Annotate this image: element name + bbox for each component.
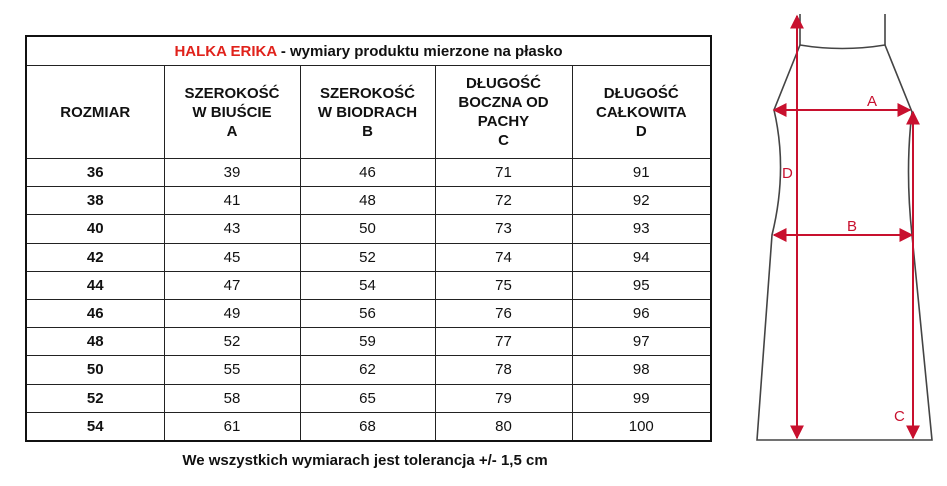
value-cell: 95 bbox=[571, 270, 712, 300]
header-line: ROZMIAR bbox=[60, 103, 131, 121]
value-cell: 72 bbox=[434, 186, 573, 216]
header-line: W BIODRACH bbox=[317, 103, 418, 121]
size-cell: 46 bbox=[25, 298, 165, 329]
value-cell: 46 bbox=[299, 157, 436, 188]
table-title: HALKA ERIKA - wymiary produktu mierzone … bbox=[25, 35, 712, 66]
table-row: 48 52 59 77 97 bbox=[25, 327, 712, 357]
label-a: A bbox=[867, 93, 877, 110]
table-row: 42 45 52 74 94 bbox=[25, 242, 712, 272]
value-cell: 65 bbox=[299, 383, 436, 413]
value-cell: 68 bbox=[299, 411, 436, 442]
value-cell: 92 bbox=[571, 186, 712, 216]
size-cell: 54 bbox=[25, 411, 165, 442]
table-row: 46 49 56 76 96 bbox=[25, 298, 712, 329]
header-cell: ROZMIAR bbox=[25, 65, 165, 159]
table-row: 52 58 65 79 99 bbox=[25, 383, 712, 413]
value-cell: 73 bbox=[434, 214, 573, 244]
dress-diagram: A B C D bbox=[756, 14, 933, 441]
header-line: DŁUGOŚĆ bbox=[603, 84, 679, 102]
header-cell: DŁUGOŚĆ BOCZNA OD PACHY C bbox=[434, 65, 573, 159]
header-cell: DŁUGOŚĆ CAŁKOWITA D bbox=[571, 65, 712, 159]
value-cell: 47 bbox=[163, 270, 301, 300]
value-cell: 80 bbox=[434, 411, 573, 442]
value-cell: 94 bbox=[571, 242, 712, 272]
header-line: B bbox=[362, 122, 373, 140]
header-line: CAŁKOWITA bbox=[596, 103, 687, 121]
header-row: ROZMIAR SZEROKOŚĆ W BIUŚCIE A SZEROKOŚĆ W BIO… bbox=[25, 65, 712, 159]
header-line: C bbox=[498, 132, 509, 149]
value-cell: 61 bbox=[163, 411, 301, 442]
value-cell: 52 bbox=[299, 242, 436, 272]
value-cell: 79 bbox=[434, 383, 573, 413]
table-row: 40 43 50 73 93 bbox=[25, 214, 712, 244]
table-row: 38 41 48 72 92 bbox=[25, 186, 712, 216]
value-cell: 78 bbox=[434, 355, 573, 385]
header-line: SZEROKOŚĆ bbox=[319, 84, 415, 102]
header-cell: SZEROKOŚĆ W BIODRACH B bbox=[299, 65, 436, 159]
value-cell: 50 bbox=[299, 214, 436, 244]
value-cell: 93 bbox=[571, 214, 712, 244]
size-cell: 38 bbox=[25, 186, 165, 216]
label-c: C bbox=[894, 408, 905, 425]
value-cell: 59 bbox=[299, 327, 436, 357]
value-cell: 77 bbox=[434, 327, 573, 357]
table-row: 36 39 46 71 91 bbox=[25, 157, 712, 188]
size-cell: 36 bbox=[25, 157, 165, 188]
value-cell: 76 bbox=[434, 298, 573, 329]
value-cell: 39 bbox=[163, 157, 301, 188]
value-cell: 96 bbox=[571, 298, 712, 329]
value-cell: 55 bbox=[163, 355, 301, 385]
size-cell: 52 bbox=[25, 383, 165, 413]
label-d: D bbox=[782, 165, 793, 182]
value-cell: 97 bbox=[571, 327, 712, 357]
header-cell: SZEROKOŚĆ W BIUŚCIE A bbox=[163, 65, 301, 159]
value-cell: 49 bbox=[163, 298, 301, 329]
header-line: BOCZNA OD bbox=[458, 94, 549, 111]
value-cell: 71 bbox=[434, 157, 573, 188]
header-line: W BIUŚCIE bbox=[192, 103, 272, 121]
value-cell: 74 bbox=[434, 242, 573, 272]
table-row: 50 55 62 78 98 bbox=[25, 355, 712, 385]
header-line: D bbox=[635, 122, 647, 140]
title-rest: - wymiary produktu mierzone na płasko bbox=[276, 42, 563, 60]
value-cell: 75 bbox=[434, 270, 573, 300]
table-row: 54 61 68 80 100 bbox=[25, 411, 712, 442]
size-cell: 50 bbox=[25, 355, 165, 385]
value-cell: 99 bbox=[571, 383, 712, 413]
value-cell: 58 bbox=[163, 383, 301, 413]
value-cell: 98 bbox=[571, 355, 712, 385]
value-cell: 56 bbox=[299, 298, 436, 329]
value-cell: 41 bbox=[163, 186, 301, 216]
dimension-arrows bbox=[772, 14, 920, 440]
label-b: B bbox=[847, 218, 857, 235]
value-cell: 45 bbox=[163, 242, 301, 272]
value-cell: 43 bbox=[163, 214, 301, 244]
table-body: 36 39 46 71 91 38 41 48 72 92 40 43 50 73 93 42 45 52 74 94… bbox=[25, 157, 712, 442]
dress-outline bbox=[756, 14, 933, 441]
header-line: A bbox=[226, 122, 238, 140]
size-cell: 48 bbox=[25, 327, 165, 357]
brand: HALKA ERIKA bbox=[174, 42, 277, 60]
size-cell: 44 bbox=[25, 270, 165, 300]
size-cell: 40 bbox=[25, 214, 165, 244]
value-cell: 48 bbox=[299, 186, 436, 216]
value-cell: 62 bbox=[299, 355, 436, 385]
size-cell: 42 bbox=[25, 242, 165, 272]
value-cell: 100 bbox=[571, 411, 712, 442]
table-row: 44 47 54 75 95 bbox=[25, 270, 712, 300]
value-cell: 54 bbox=[299, 270, 436, 300]
header-line: DŁUGOŚĆ bbox=[466, 75, 541, 92]
header-line: SZEROKOŚĆ bbox=[184, 84, 280, 102]
size-table: HALKA ERIKA - wymiary produktu mierzone … bbox=[25, 35, 713, 442]
footer-note: We wszystkich wymiarach jest tolerancja … bbox=[182, 452, 548, 469]
value-cell: 52 bbox=[163, 327, 301, 357]
value-cell: 91 bbox=[571, 157, 712, 188]
header-line: PACHY bbox=[477, 113, 530, 130]
